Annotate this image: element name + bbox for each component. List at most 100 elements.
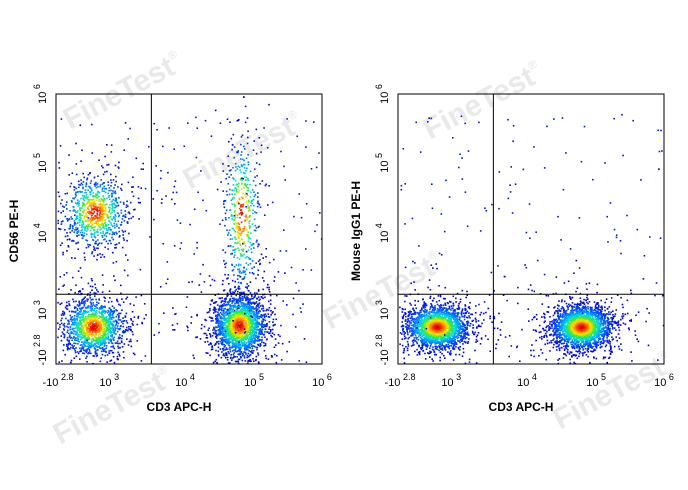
event-dot bbox=[87, 352, 89, 355]
event-dot bbox=[85, 316, 87, 318]
event-dot bbox=[99, 330, 102, 333]
event-dot bbox=[102, 330, 105, 332]
event-dot bbox=[90, 211, 93, 213]
event-dot bbox=[87, 341, 89, 344]
event-dot bbox=[233, 318, 235, 320]
event-dot bbox=[127, 205, 129, 208]
event-dot bbox=[123, 356, 125, 359]
event-dot bbox=[234, 321, 236, 323]
event-dot bbox=[121, 346, 124, 348]
event-dot bbox=[67, 246, 70, 248]
event-dot bbox=[233, 189, 236, 191]
event-dot bbox=[267, 358, 270, 360]
event-dot bbox=[101, 211, 103, 213]
event-dot bbox=[270, 314, 272, 316]
event-dot bbox=[72, 347, 74, 349]
event-dot bbox=[144, 187, 147, 190]
event-dot bbox=[235, 337, 238, 340]
event-dot bbox=[247, 303, 250, 305]
event-dot bbox=[243, 332, 246, 334]
event-dot bbox=[220, 325, 223, 328]
event-dot bbox=[234, 319, 236, 321]
plot-cd56-vs-cd3: -10 2.8 10 3 10 4 10 5 10 6 -10 2.810 310 41… bbox=[7, 84, 332, 414]
event-dot bbox=[212, 302, 215, 304]
event-dot bbox=[295, 282, 297, 284]
event-dot bbox=[229, 291, 232, 294]
event-dot bbox=[232, 344, 234, 346]
event-dot bbox=[94, 316, 96, 319]
event-dot bbox=[252, 352, 254, 354]
event-dot bbox=[91, 198, 93, 201]
event-dot bbox=[102, 223, 105, 225]
event-dot bbox=[99, 332, 102, 334]
event-dot bbox=[96, 196, 98, 199]
event-dot bbox=[246, 344, 249, 347]
event-dot bbox=[268, 316, 271, 318]
event-dot bbox=[86, 216, 88, 218]
event-dot bbox=[298, 289, 300, 292]
event-dot bbox=[233, 324, 235, 326]
event-dot bbox=[244, 215, 247, 218]
event-dot bbox=[62, 349, 65, 352]
event-dot bbox=[125, 204, 128, 206]
event-dot bbox=[87, 212, 90, 215]
event-dot bbox=[235, 166, 237, 168]
event-dot bbox=[105, 336, 107, 339]
event-dot bbox=[92, 195, 94, 198]
event-dot bbox=[111, 195, 113, 198]
event-dot bbox=[235, 213, 237, 215]
event-dot bbox=[241, 334, 244, 337]
event-dot bbox=[257, 325, 259, 328]
event-dot bbox=[242, 299, 244, 301]
event-dot bbox=[78, 329, 80, 331]
event-dot bbox=[61, 312, 64, 315]
event-dot bbox=[272, 321, 274, 323]
event-dot bbox=[223, 322, 226, 324]
event-dot bbox=[89, 182, 92, 184]
event-dot bbox=[221, 326, 224, 329]
event-dot bbox=[91, 322, 94, 325]
event-dot bbox=[222, 249, 224, 251]
event-dot bbox=[237, 331, 239, 334]
event-dot bbox=[132, 186, 134, 188]
event-dot bbox=[264, 296, 266, 299]
event-dot bbox=[59, 244, 62, 247]
event-dot bbox=[88, 219, 91, 222]
event-dot bbox=[89, 305, 91, 308]
event-dot bbox=[222, 309, 225, 312]
event-dot bbox=[74, 214, 76, 217]
event-dot bbox=[92, 203, 95, 206]
event-dot bbox=[233, 156, 235, 159]
event-dot bbox=[218, 297, 221, 299]
event-dot bbox=[91, 340, 93, 343]
event-dot bbox=[95, 315, 97, 317]
event-dot bbox=[80, 217, 82, 219]
event-dot bbox=[89, 172, 91, 174]
event-dot bbox=[236, 339, 239, 342]
event-dot bbox=[111, 305, 114, 307]
event-dot bbox=[112, 356, 115, 358]
event-dot bbox=[116, 205, 118, 208]
event-dot bbox=[232, 311, 234, 313]
event-dot bbox=[227, 324, 230, 326]
event-dot bbox=[107, 248, 109, 250]
event-dot bbox=[83, 176, 85, 179]
event-dot bbox=[257, 308, 259, 310]
event-dot bbox=[87, 331, 89, 333]
event-dot bbox=[73, 344, 75, 347]
event-dot bbox=[282, 300, 284, 302]
event-dot bbox=[262, 310, 265, 312]
event-dot bbox=[111, 200, 114, 203]
event-dot bbox=[261, 328, 264, 331]
event-dot bbox=[235, 183, 238, 186]
event-dot bbox=[279, 250, 282, 252]
event-dot bbox=[227, 313, 229, 315]
event-dot bbox=[92, 245, 95, 248]
event-dot bbox=[84, 302, 86, 304]
event-dot bbox=[252, 307, 254, 310]
event-dot bbox=[137, 317, 139, 319]
event-dot bbox=[120, 212, 123, 214]
event-dot bbox=[79, 319, 81, 322]
event-dot bbox=[245, 298, 247, 300]
event-dot bbox=[261, 296, 263, 299]
